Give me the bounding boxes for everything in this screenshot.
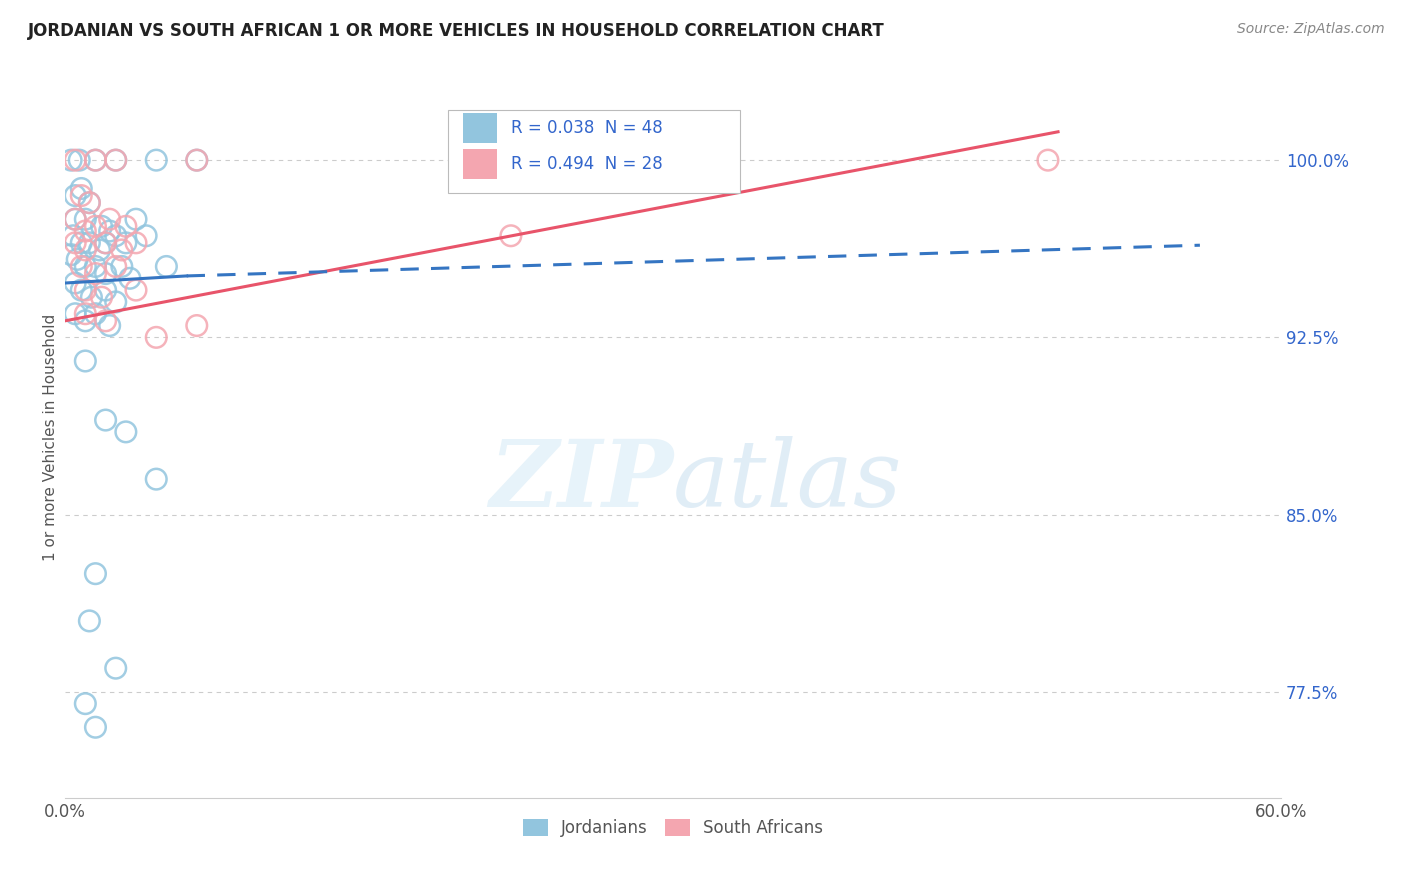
Point <box>75 212 97 227</box>
Point <box>155 260 177 274</box>
Text: ZIP: ZIP <box>489 436 673 526</box>
Point <box>104 661 127 675</box>
Point <box>115 425 138 439</box>
Point <box>1036 153 1059 168</box>
Point <box>186 318 208 333</box>
Legend: Jordanians, South Africans: Jordanians, South Africans <box>516 813 830 844</box>
Text: atlas: atlas <box>673 436 903 526</box>
Point <box>89 243 111 257</box>
Point <box>135 228 157 243</box>
Point <box>94 235 117 250</box>
Point <box>94 314 117 328</box>
Point <box>90 219 112 234</box>
Text: Source: ZipAtlas.com: Source: ZipAtlas.com <box>1237 22 1385 37</box>
Point <box>75 354 97 368</box>
Point <box>84 267 107 281</box>
FancyBboxPatch shape <box>449 110 740 193</box>
Point <box>79 195 101 210</box>
Point <box>84 219 107 234</box>
Text: R = 0.494  N = 28: R = 0.494 N = 28 <box>512 155 664 173</box>
Point <box>84 153 107 168</box>
Point <box>62 228 84 243</box>
Point <box>115 235 138 250</box>
Point <box>84 566 107 581</box>
Point <box>145 330 167 344</box>
Point <box>75 260 97 274</box>
Point <box>63 188 86 202</box>
Point <box>80 290 103 304</box>
Point <box>115 219 138 234</box>
Point <box>104 153 127 168</box>
Point <box>75 307 97 321</box>
Point <box>70 235 93 250</box>
Point <box>63 212 86 227</box>
Point <box>125 235 148 250</box>
Point <box>186 153 208 168</box>
FancyBboxPatch shape <box>463 112 496 143</box>
Point <box>84 153 107 168</box>
Point <box>63 235 86 250</box>
Point <box>111 243 134 257</box>
Point <box>145 472 167 486</box>
Point <box>94 235 117 250</box>
Point <box>67 153 90 168</box>
Point <box>75 224 97 238</box>
Point <box>63 212 86 227</box>
Point <box>118 271 141 285</box>
Point <box>70 181 93 195</box>
Point <box>186 153 208 168</box>
Point <box>125 212 148 227</box>
Point <box>66 252 89 267</box>
Y-axis label: 1 or more Vehicles in Household: 1 or more Vehicles in Household <box>44 314 58 561</box>
Point <box>125 283 148 297</box>
Point <box>104 153 127 168</box>
Point <box>79 235 101 250</box>
Point <box>75 283 97 297</box>
Point <box>104 294 127 309</box>
Point <box>94 267 117 281</box>
Point <box>75 314 97 328</box>
Point <box>98 212 121 227</box>
Point <box>70 188 93 202</box>
Point <box>63 276 86 290</box>
Point <box>145 153 167 168</box>
Point <box>111 260 134 274</box>
Point <box>75 243 97 257</box>
Point <box>70 260 93 274</box>
Point <box>94 283 117 297</box>
Text: JORDANIAN VS SOUTH AFRICAN 1 OR MORE VEHICLES IN HOUSEHOLD CORRELATION CHART: JORDANIAN VS SOUTH AFRICAN 1 OR MORE VEH… <box>28 22 884 40</box>
Point <box>84 260 107 274</box>
Point <box>94 413 117 427</box>
Text: R = 0.038  N = 48: R = 0.038 N = 48 <box>512 119 664 136</box>
Point <box>98 224 121 238</box>
Point <box>84 720 107 734</box>
Point <box>75 697 97 711</box>
Point <box>104 228 127 243</box>
Point <box>63 153 86 168</box>
FancyBboxPatch shape <box>463 149 496 179</box>
Point <box>60 153 83 168</box>
Point <box>63 307 86 321</box>
Point <box>98 318 121 333</box>
Point <box>499 228 522 243</box>
Point <box>84 307 107 321</box>
Point <box>104 260 127 274</box>
Point <box>60 247 83 261</box>
Point <box>79 195 101 210</box>
Point <box>90 290 112 304</box>
Point <box>79 614 101 628</box>
Point <box>70 283 93 297</box>
